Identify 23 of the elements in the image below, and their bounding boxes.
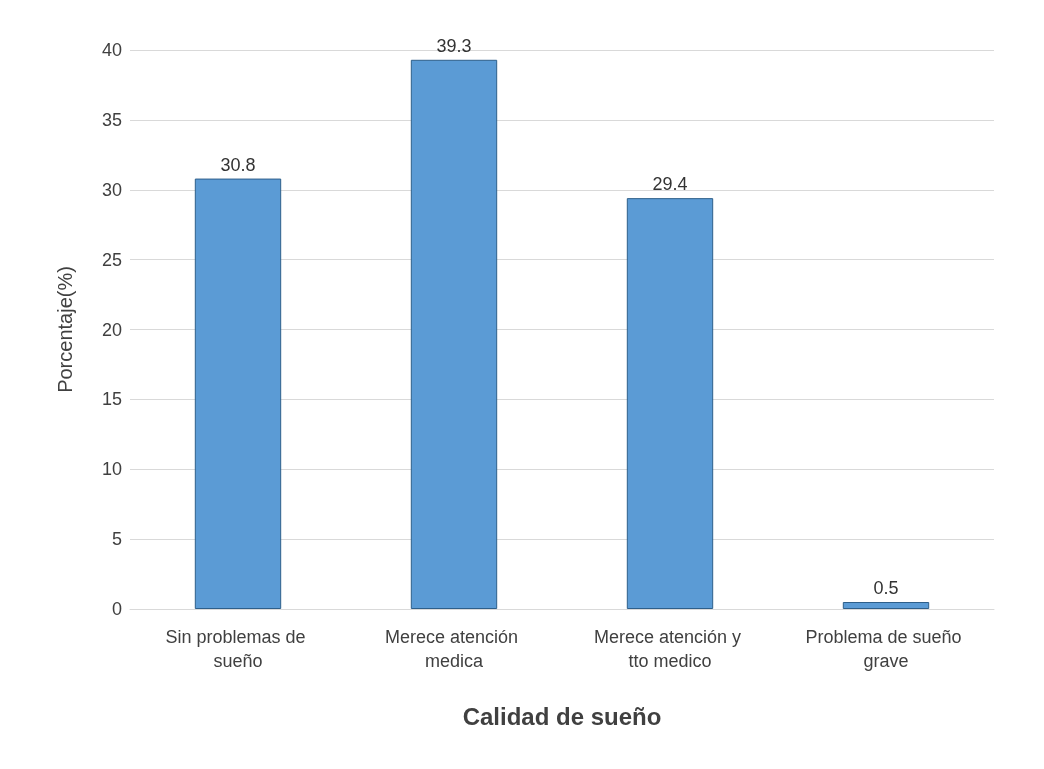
bar bbox=[410, 59, 498, 609]
y-tick-label: 40 bbox=[101, 40, 122, 60]
y-tick-label: 5 bbox=[111, 529, 122, 550]
y-tick-label: 30 bbox=[101, 179, 122, 200]
bar bbox=[842, 602, 930, 609]
x-tick-label: Merece atención y tto medico bbox=[593, 627, 747, 671]
x-tick-label: Sin problemas de sueño bbox=[165, 627, 311, 671]
bar bbox=[626, 198, 714, 609]
y-tick-label: 25 bbox=[101, 249, 122, 270]
y-tick-label: 35 bbox=[101, 109, 122, 130]
data-label: 39.3 bbox=[436, 35, 472, 56]
x-tick-label: Merece atención medica bbox=[384, 627, 524, 671]
y-tick-label: 20 bbox=[101, 319, 122, 340]
data-label: 29.4 bbox=[652, 174, 688, 195]
y-tick-label: 15 bbox=[101, 389, 122, 410]
y-tick-label: 0 bbox=[111, 599, 122, 619]
x-axis-title: Calidad de sueño bbox=[462, 702, 662, 730]
y-axis-title: Porcentaje(%) bbox=[54, 266, 76, 393]
y-tick-label: 10 bbox=[101, 459, 122, 480]
x-tick-label: Problema de sueño grave bbox=[805, 627, 967, 671]
data-label: 0.5 bbox=[873, 578, 899, 599]
data-label: 30.8 bbox=[220, 154, 256, 175]
bar bbox=[194, 178, 282, 609]
